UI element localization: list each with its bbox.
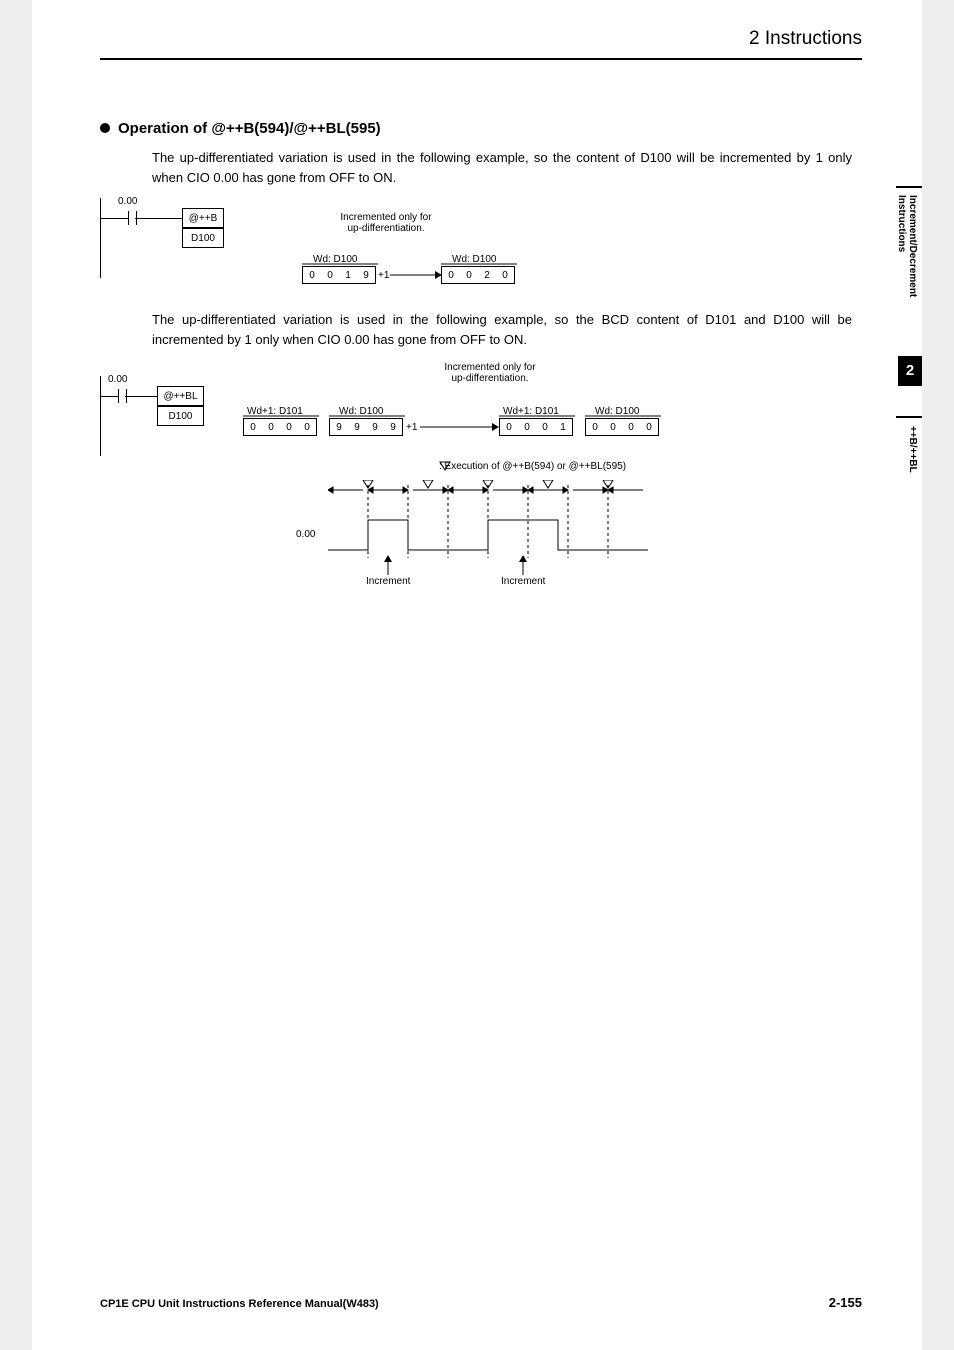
page: 2 Instructions Increment/Decrement Instr… xyxy=(32,0,922,1350)
word-box: 0019 xyxy=(302,266,376,284)
increment-label: Increment xyxy=(366,576,410,587)
section-heading: Operation of @++B(594)/@++BL(595) xyxy=(100,120,381,137)
figure-note: Incremented only for up-differentiation. xyxy=(316,212,456,234)
op-label: +1 xyxy=(378,270,389,281)
word-box: 9999 xyxy=(329,418,403,436)
side-tab-chapter: 2 xyxy=(898,356,922,386)
footer-page-number: 2-155 xyxy=(829,1295,862,1310)
timing-signal-label: 0.00 xyxy=(296,529,315,540)
increment-label: Increment xyxy=(501,576,545,587)
word-box: 0000 xyxy=(243,418,317,436)
side-tick xyxy=(896,416,922,418)
paragraph: The up-differentiated variation is used … xyxy=(152,148,852,187)
contact-label: 0.00 xyxy=(108,374,127,385)
side-tab-sub: ++B/++BL xyxy=(907,426,918,473)
underline xyxy=(441,262,517,267)
operand-box: D100 xyxy=(157,406,204,426)
timing-diagram xyxy=(328,480,668,590)
header-rule xyxy=(100,58,862,60)
word-box: 0001 xyxy=(499,418,573,436)
side-tab-section: Increment/Decrement Instructions xyxy=(896,195,918,297)
footer-manual: CP1E CPU Unit Instructions Reference Man… xyxy=(100,1298,379,1310)
figure-note: Incremented only for up-differentiation. xyxy=(420,362,560,384)
ladder-diagram-2: 0.00 @++BL D100 xyxy=(100,376,225,456)
timing-legend-text: : Execution of @++B(594) or @++BL(595) xyxy=(439,461,626,472)
operand-box: D100 xyxy=(182,228,224,248)
paragraph: The up-differentiated variation is used … xyxy=(152,310,852,349)
instruction-box: @++B xyxy=(182,208,224,228)
word-box: 0000 xyxy=(585,418,659,436)
side-tick xyxy=(896,186,922,188)
contact-label: 0.00 xyxy=(118,196,137,207)
instruction-box: @++BL xyxy=(157,386,204,406)
op-label: +1 xyxy=(406,422,417,433)
chapter-header: 2 Instructions xyxy=(749,28,862,50)
word-box: 0020 xyxy=(441,266,515,284)
timing-legend: : Execution of @++B(594) or @++BL(595) xyxy=(439,461,626,472)
arrow-icon xyxy=(390,264,445,286)
ladder-diagram-1: 0.00 @++B D100 xyxy=(100,198,225,278)
arrow-icon xyxy=(420,416,502,438)
underline xyxy=(302,262,378,267)
